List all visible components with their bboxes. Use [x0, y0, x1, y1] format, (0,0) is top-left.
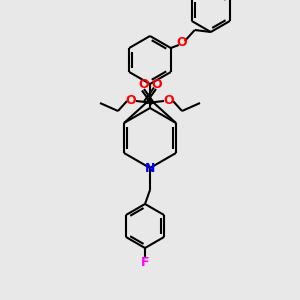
Text: F: F	[141, 256, 149, 268]
Text: N: N	[145, 161, 155, 175]
Text: O: O	[176, 37, 187, 50]
Text: O: O	[139, 77, 149, 91]
Text: O: O	[164, 94, 174, 107]
Text: O: O	[152, 77, 162, 91]
Text: O: O	[126, 94, 136, 107]
